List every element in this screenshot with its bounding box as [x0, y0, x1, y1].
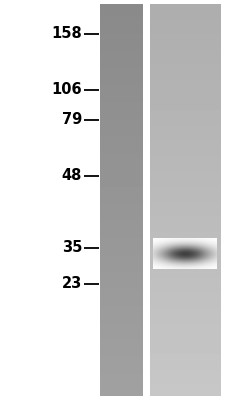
Text: 35: 35 — [62, 240, 82, 256]
Text: 158: 158 — [51, 26, 82, 42]
Text: 79: 79 — [62, 112, 82, 128]
Text: 48: 48 — [62, 168, 82, 184]
Text: 106: 106 — [51, 82, 82, 98]
Text: 23: 23 — [62, 276, 82, 292]
